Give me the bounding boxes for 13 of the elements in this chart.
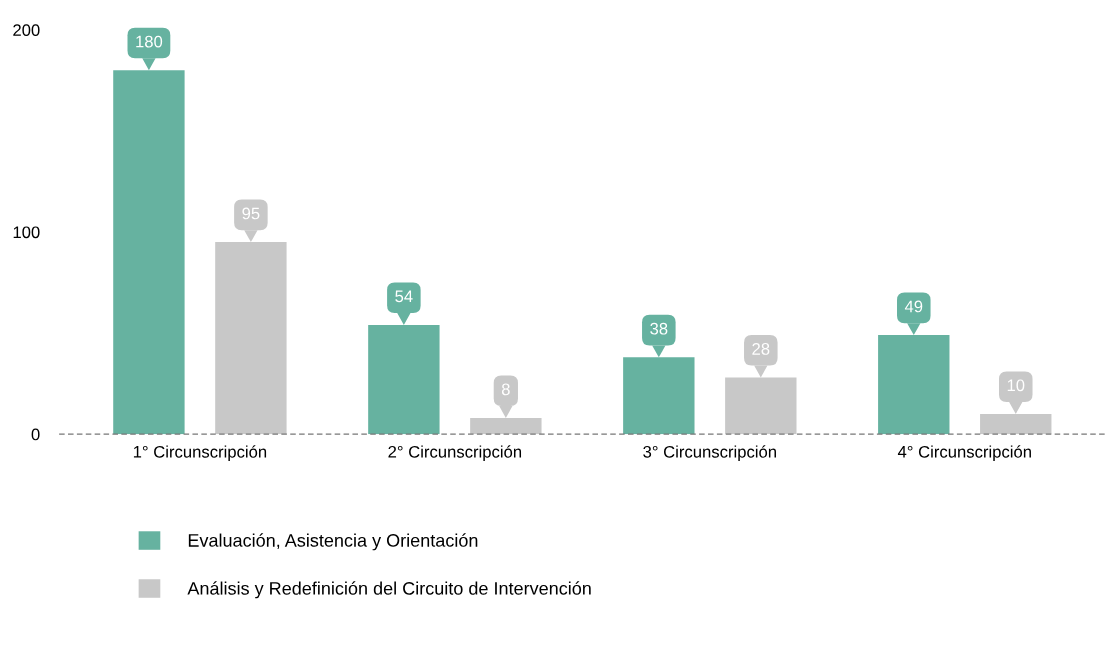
y-tick-label: 200	[13, 24, 40, 37]
x-tick-label: 2° Circunscripción	[388, 445, 522, 461]
y-tick-label: 0	[31, 428, 40, 441]
data-label: 49	[904, 300, 923, 313]
legend-label: Análisis y Redefinición del Circuito de Intervención	[187, 581, 591, 599]
x-tick-label: 3° Circunscripción	[643, 445, 776, 461]
legend-label: Evaluación, Asistencia y Orientación	[188, 533, 478, 551]
data-label: 38	[650, 322, 668, 335]
data-label: 54	[395, 290, 413, 303]
y-tick-label: 100	[13, 226, 40, 239]
x-tick-label: 4° Circunscripción	[897, 445, 1031, 461]
x-tick-label: 1° Circunscripción	[133, 445, 267, 461]
data-label: 180	[136, 35, 163, 48]
